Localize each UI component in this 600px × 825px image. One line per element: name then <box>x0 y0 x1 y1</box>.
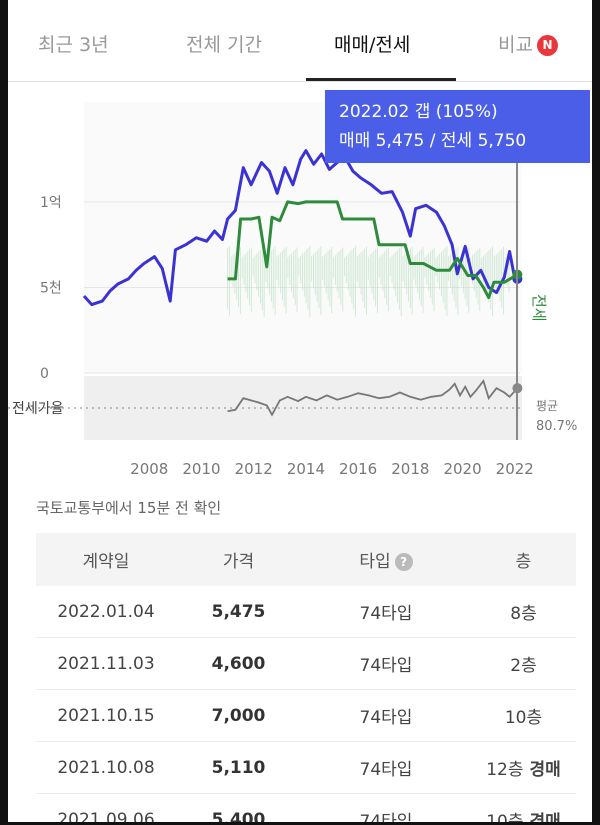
floor-value: 10층 <box>486 812 524 822</box>
ratio-avg-label: 평균 <box>536 399 558 413</box>
floor-value: 12층 <box>486 760 524 780</box>
ratio-label: 전세가율 <box>12 401 64 417</box>
table-header: 계약일 가격 타입? 층 <box>36 533 576 586</box>
tab-compare[interactable]: 비교 N <box>498 30 558 57</box>
row-price: 5,400 <box>211 809 266 823</box>
x-tick-label: 2014 <box>287 460 325 478</box>
floor-value: 2층 <box>510 656 537 676</box>
x-tick-label: 2018 <box>391 460 429 478</box>
row-type: 74타입 <box>359 656 413 676</box>
header-type[interactable]: 타입? <box>301 547 471 572</box>
tab-compare-label: 비교 <box>498 34 533 56</box>
row-type: 74타입 <box>359 604 413 624</box>
row-price: 5,110 <box>211 757 266 778</box>
header-price[interactable]: 가격 <box>222 552 255 572</box>
row-date: 2022.01.04 <box>57 601 155 622</box>
row-floor: 2층 <box>471 651 576 676</box>
table-row[interactable]: 2021.11.03 4,600 74타입 2층 <box>36 638 576 690</box>
row-date: 2021.09.06 <box>57 809 155 823</box>
row-type: 74타입 <box>359 708 413 728</box>
row-date: 2021.11.03 <box>57 653 155 674</box>
floor-value: 8층 <box>510 604 537 624</box>
tab-recent-3y[interactable]: 최근 3년 <box>38 34 109 56</box>
table-row[interactable]: 2021.09.06 5,400 74타입 10층 경매 <box>36 794 576 823</box>
row-type: 74타입 <box>359 812 413 822</box>
x-tick-label: 2010 <box>182 460 220 478</box>
transaction-table: 계약일 가격 타입? 층 2022.01.04 5,475 74타입 8층 20… <box>36 533 576 822</box>
new-badge: N <box>536 35 558 56</box>
data-source-note: 국토교통부에서 15분 전 확인 <box>36 499 222 517</box>
tab-sale-lease[interactable]: 매매/전세 <box>334 34 411 56</box>
ratio-line <box>227 379 519 417</box>
x-tick-label: 2016 <box>339 460 377 478</box>
tooltip-prices: 매매 5,475 / 전세 5,750 <box>339 131 527 151</box>
header-date[interactable]: 계약일 <box>82 552 130 572</box>
row-floor: 10층 <box>471 703 576 728</box>
x-tick-label: 2022 <box>496 460 534 478</box>
auction-badge: 경매 <box>529 760 561 780</box>
period-tabs: 최근 3년 전체 기간 매매/전세 비교 N <box>8 0 592 82</box>
row-type: 74타입 <box>359 760 413 780</box>
table-row[interactable]: 2021.10.08 5,110 74타입 12층 경매 <box>36 742 576 794</box>
table-row[interactable]: 2022.01.04 5,475 74타입 8층 <box>36 586 576 638</box>
chart-tooltip: 2022.02 갭 (105%) 매매 5,475 / 전세 5,750 <box>325 90 590 163</box>
floor-value: 10층 <box>504 708 543 728</box>
help-icon[interactable]: ? <box>394 553 413 571</box>
row-floor: 10층 경매 <box>471 807 576 822</box>
header-floor[interactable]: 층 <box>515 552 532 572</box>
y-tick-label: 1억 <box>40 195 62 211</box>
row-price: 5,475 <box>211 601 266 622</box>
row-date: 2021.10.15 <box>57 705 155 726</box>
row-floor: 12층 경매 <box>471 755 576 780</box>
y-tick-label: 5천 <box>40 280 62 296</box>
ratio-avg-value: 80.7% <box>536 419 577 434</box>
sale-price-line <box>82 149 518 307</box>
row-price: 4,600 <box>211 653 266 674</box>
tooltip-gap: 2022.02 갭 (105%) <box>339 102 498 122</box>
tab-full-period[interactable]: 전체 기간 <box>186 34 262 56</box>
active-tab-underline <box>306 78 456 81</box>
auction-badge: 경매 <box>529 812 561 822</box>
row-date: 2021.10.08 <box>57 757 155 778</box>
x-tick-label: 2012 <box>235 460 273 478</box>
header-type-label: 타입 <box>359 552 391 572</box>
x-tick-label: 2020 <box>443 460 481 478</box>
row-price: 7,000 <box>211 705 266 726</box>
table-row[interactable]: 2021.10.15 7,000 74타입 10층 <box>36 690 576 742</box>
lease-price-line <box>227 200 519 300</box>
lease-series-label: 전세 <box>530 294 548 322</box>
row-floor: 8층 <box>471 599 576 624</box>
x-tick-label: 2008 <box>130 460 168 478</box>
y-tick-label: 0 <box>40 366 49 382</box>
